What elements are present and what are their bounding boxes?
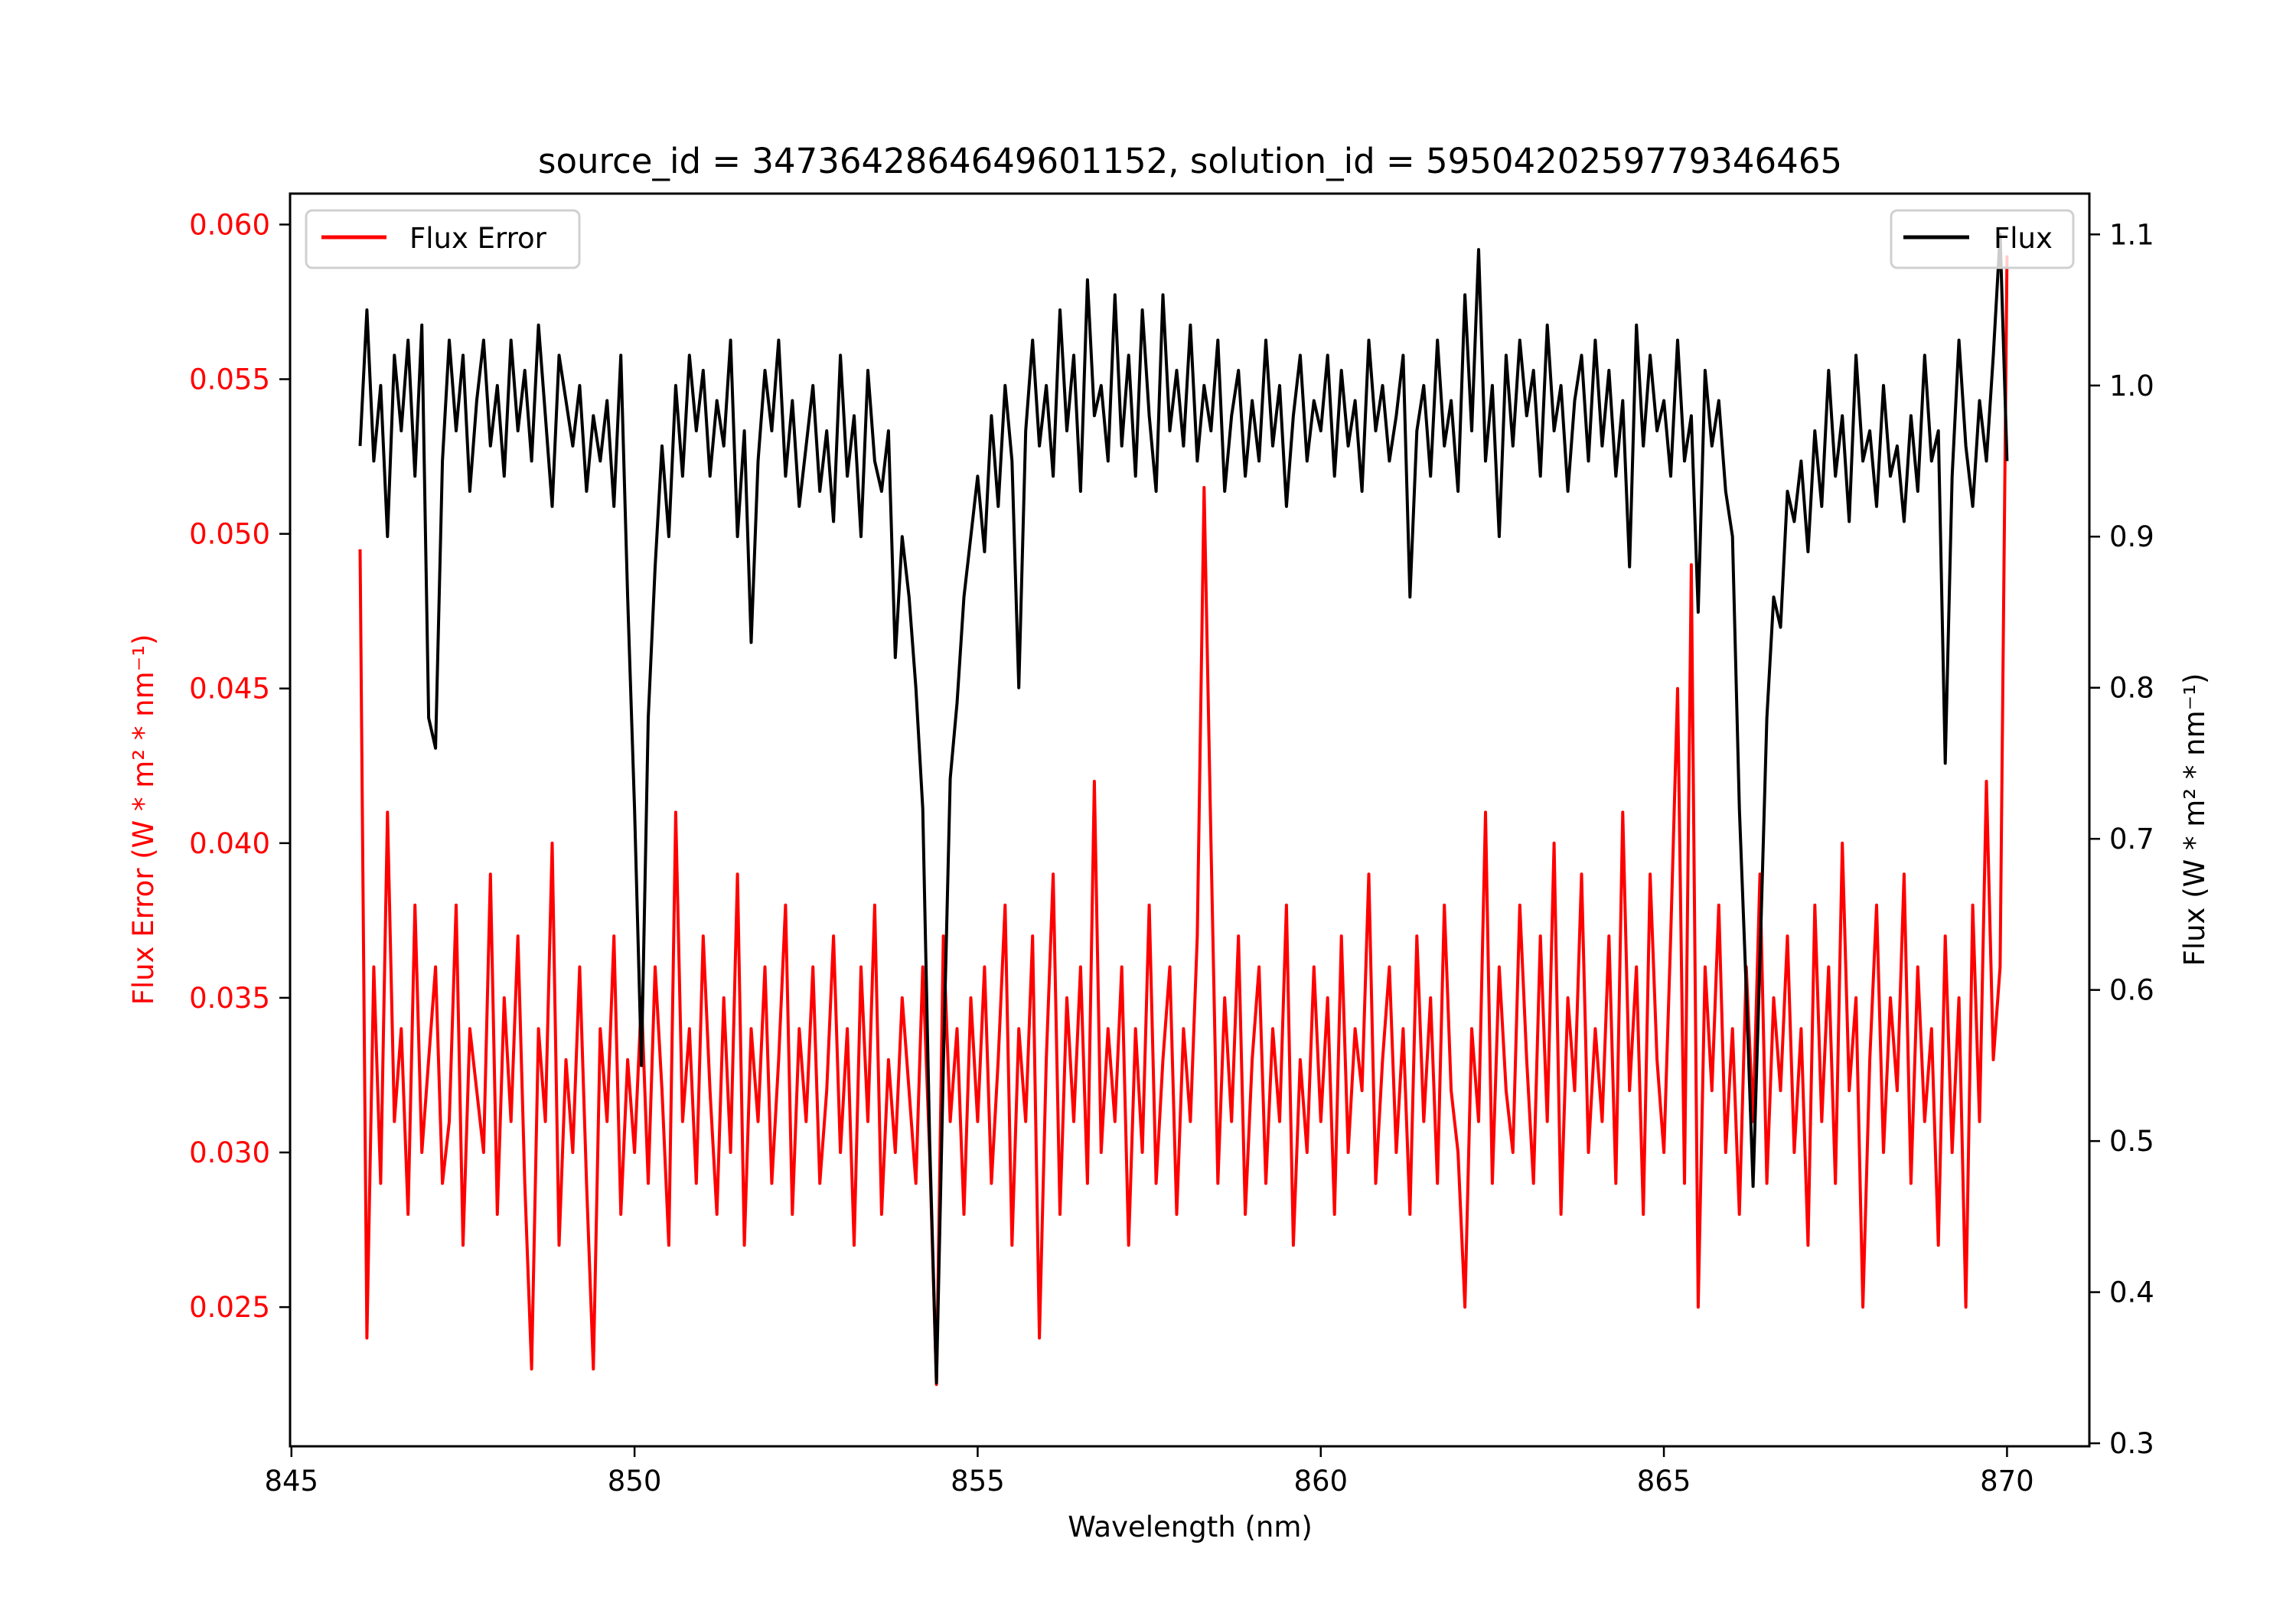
y-left-tick-label: 0.030 [189, 1136, 270, 1169]
y-left-tick-label: 0.060 [189, 208, 270, 241]
y-axis-label-right: Flux (W * m² * nm⁻¹) [2178, 673, 2211, 966]
x-tick-label: 850 [608, 1465, 662, 1498]
x-tick-label: 855 [951, 1465, 1005, 1498]
y-left-tick-label: 0.025 [189, 1291, 270, 1324]
x-axis-label: Wavelength (nm) [1068, 1511, 1313, 1543]
series-group [358, 233, 2009, 1387]
axes: 845 850 855 860 865 870 0.025 0.030 0.035 0.040 0.… [189, 192, 2154, 1498]
y-right-tick-label: 0.7 [2109, 823, 2154, 856]
x-tick-label: 865 [1637, 1465, 1691, 1498]
y-right-tick-label: 1.1 [2109, 218, 2154, 251]
x-tick-label: 870 [1980, 1465, 2034, 1498]
legend-label-flux: Flux [1994, 222, 2053, 255]
y-left-tick-label: 0.040 [189, 827, 270, 860]
y-left-tick-label: 0.050 [189, 518, 270, 551]
legend-frame [1890, 209, 2075, 269]
legend-label-flux-error: Flux Error [409, 222, 547, 255]
y-right-tick-label: 0.9 [2109, 520, 2154, 553]
y-left-tick-label: 0.055 [189, 363, 270, 396]
plot-area [358, 233, 2009, 1387]
chart-title: source_id = 3473642864649601152, solutio… [538, 141, 1842, 181]
series-line-flux [358, 233, 2009, 1385]
y-left-tick-label: 0.045 [189, 673, 270, 706]
legend-frame [305, 209, 581, 269]
y-right-tick-label: 1.0 [2109, 370, 2154, 403]
series-line-flux-error [358, 255, 2009, 1387]
y-right-tick-label: 0.4 [2109, 1276, 2154, 1309]
y-right-tick-label: 0.8 [2109, 672, 2154, 705]
y-axis-label-left: Flux Error (W * m² * nm⁻¹) [127, 634, 160, 1006]
y-right-tick-label: 0.5 [2109, 1125, 2154, 1158]
legend-flux: Flux [1890, 209, 2075, 269]
y-right-tick-label: 0.3 [2109, 1427, 2154, 1460]
y-right-tick-label: 0.6 [2109, 974, 2154, 1007]
x-tick-label: 860 [1293, 1465, 1348, 1498]
y-left-tick-label: 0.035 [189, 982, 270, 1015]
legend-flux-error: Flux Error [305, 209, 581, 269]
axes-frame [289, 192, 2091, 1448]
x-tick-label: 845 [264, 1465, 318, 1498]
